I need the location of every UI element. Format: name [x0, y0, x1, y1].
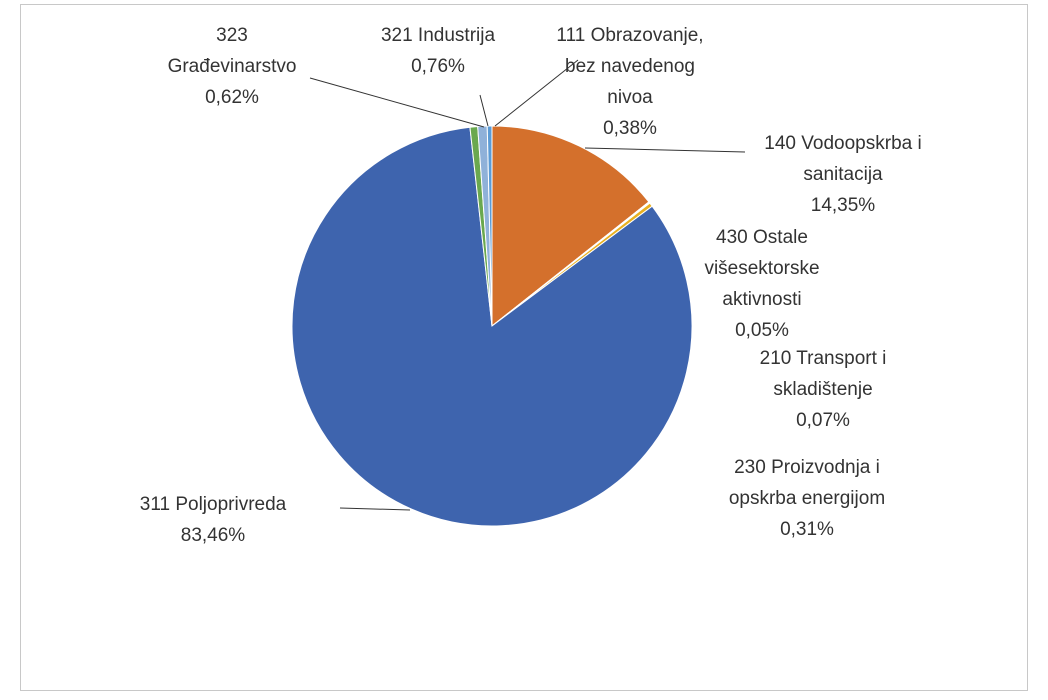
value-label: 0,38%: [603, 118, 657, 139]
category-label: 323 Građevinarstvo: [167, 25, 297, 77]
data-label: 210 Transport i skladištenje 0,07%: [736, 343, 911, 436]
value-label: 0,76%: [411, 56, 465, 77]
leader-line: [339, 507, 411, 511]
value-label: 14,35%: [810, 195, 876, 216]
pie-slice: [291, 126, 693, 527]
leader-line: [584, 147, 746, 153]
data-label: 323 Građevinarstvo 0,62%: [157, 20, 307, 113]
data-label: 140 Vodoopskrba i sanitacija 14,35%: [761, 128, 926, 221]
data-label: 111 Obrazovanje, bez navedenog nivoa 0,38…: [543, 20, 718, 144]
data-label: 321 Industrija 0,76%: [353, 20, 523, 82]
category-label: 230 Proizvodnja i opskrba energijom: [728, 457, 886, 509]
data-label: 430 Ostale višesektorske aktivnosti 0,05%: [687, 222, 837, 346]
value-label: 83,46%: [180, 525, 246, 546]
category-label: 210 Transport i skladištenje: [759, 348, 887, 400]
leader-line: [309, 77, 485, 128]
category-label: 111 Obrazovanje, bez navedenog nivoa: [556, 25, 704, 108]
data-label: 311 Poljoprivreda 83,46%: [103, 489, 323, 551]
category-label: 140 Vodoopskrba i sanitacija: [764, 133, 922, 185]
value-label: 0,07%: [796, 410, 850, 431]
leader-line: [479, 94, 489, 127]
value-label: 0,05%: [735, 320, 789, 341]
pie-slice: [491, 125, 650, 328]
category-label: 321 Industrija: [380, 25, 496, 46]
leader-lines: [309, 59, 746, 511]
pie-slice: [486, 125, 493, 327]
category-label: 430 Ostale višesektorske aktivnosti: [704, 227, 820, 310]
data-label: 230 Proizvodnja i opskrba energijom 0,31%: [720, 452, 895, 545]
value-label: 0,62%: [205, 87, 259, 108]
leader-line: [494, 59, 579, 127]
value-label: 0,31%: [780, 519, 834, 540]
category-label: 311 Poljoprivreda: [139, 494, 287, 515]
